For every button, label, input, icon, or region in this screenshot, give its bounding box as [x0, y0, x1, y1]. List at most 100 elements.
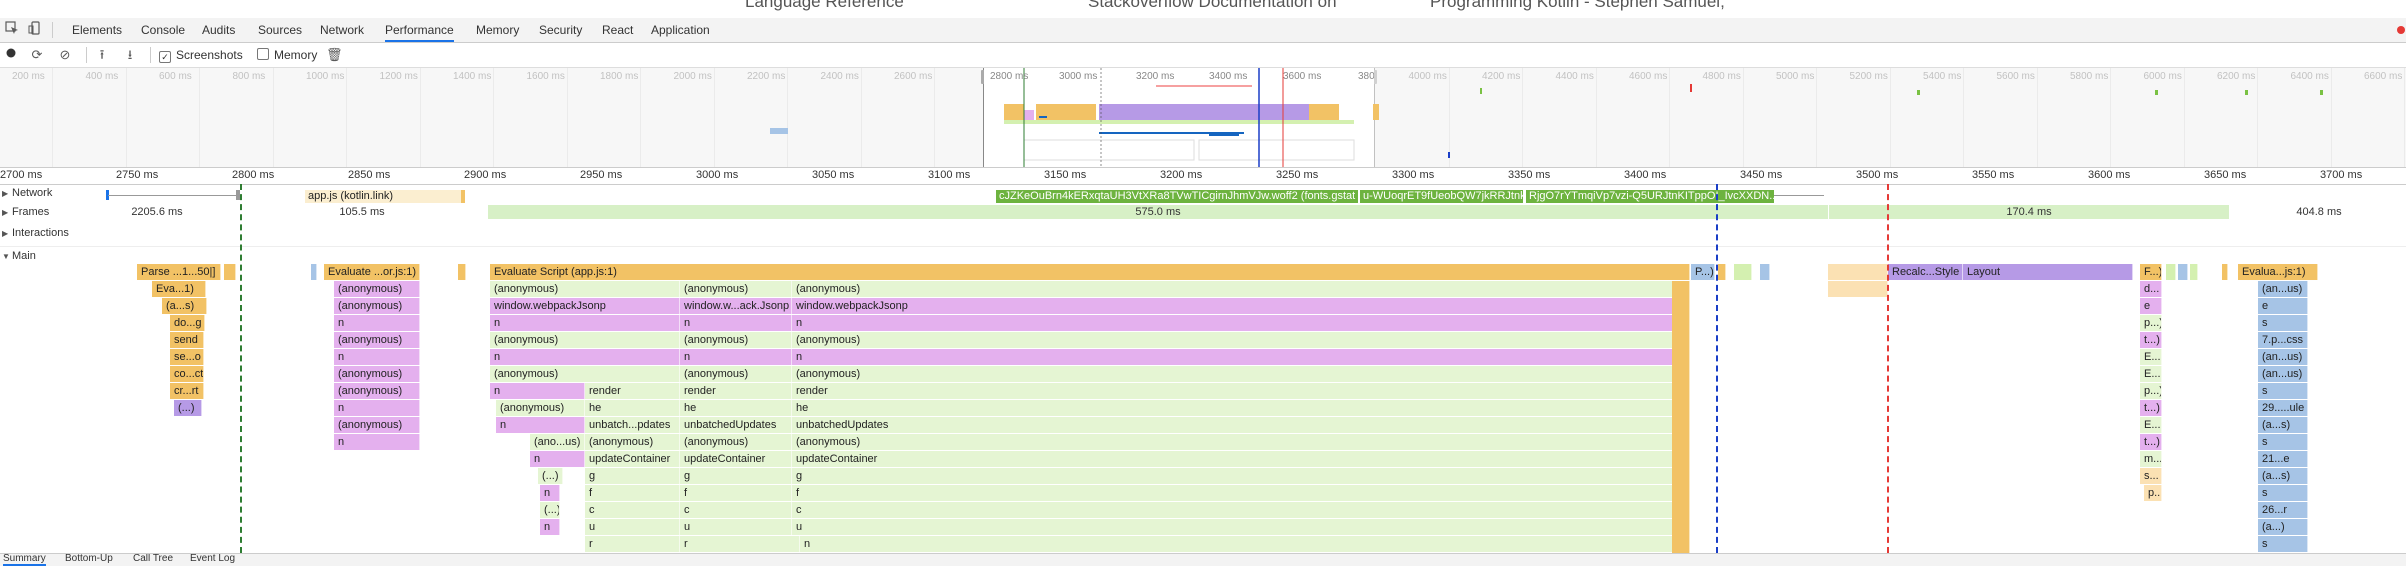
network-request[interactable]	[236, 190, 240, 200]
flame-block[interactable]	[1734, 264, 1752, 280]
flame-block[interactable]: (anonymous)	[334, 366, 420, 382]
flame-block[interactable]: c	[680, 502, 792, 518]
flame-block[interactable]: (anonymous)	[792, 366, 1690, 382]
flame-block[interactable]: (anonymous)	[680, 434, 792, 450]
flame-block[interactable]	[1760, 264, 1770, 280]
screenshots-checkbox[interactable]: ✓ Screenshots	[159, 43, 243, 67]
flame-block[interactable]: r	[585, 536, 680, 552]
flame-block[interactable]: updateContainer	[585, 451, 680, 467]
network-request[interactable]	[106, 190, 109, 200]
interactions-track-header[interactable]: ▶ Interactions	[2, 227, 69, 239]
flame-block[interactable]: c	[585, 502, 680, 518]
flame-block[interactable]: (a...s)	[2258, 468, 2308, 484]
flame-block[interactable]: f	[680, 485, 792, 501]
flame-chart[interactable]: Parse ...1...50|] Eva...1) (a...s) do...…	[0, 264, 2406, 553]
reload-icon[interactable]: ⟳	[31, 47, 43, 62]
flame-block[interactable]: (a...s)	[2258, 417, 2308, 433]
flame-block[interactable]: E...	[2140, 366, 2162, 382]
flame-block[interactable]	[1718, 264, 1726, 280]
network-request-font[interactable]: RjgO7rYTmqiVp7vzi-Q5URJtnKITppOI_IvcXXDN…	[1526, 190, 1774, 203]
flame-block[interactable]: t...)	[2140, 400, 2162, 416]
flame-block[interactable]: s...	[2140, 468, 2162, 484]
flame-block[interactable]: n	[490, 315, 680, 331]
flame-block[interactable]: f	[585, 485, 680, 501]
selection-handle-left[interactable]	[981, 70, 986, 84]
flame-block[interactable]: Parse ...1...50|]	[137, 264, 221, 280]
flame-block[interactable]: updateContainer	[792, 451, 1690, 467]
flame-block[interactable]: (anonymous)	[490, 332, 680, 348]
flame-block[interactable]: u	[680, 519, 792, 535]
flame-block[interactable]	[1672, 281, 1690, 553]
flame-block[interactable]: s	[2258, 383, 2308, 399]
flame-block[interactable]: render	[680, 383, 792, 399]
frame-duration[interactable]: 2205.6 ms	[80, 205, 233, 219]
flame-block[interactable]: n	[490, 383, 585, 399]
memory-checkbox[interactable]: Memory	[257, 43, 317, 67]
flame-block[interactable]: g	[585, 468, 680, 484]
flame-block[interactable]: t...)	[2140, 332, 2162, 348]
flame-block[interactable]: d...	[2140, 281, 2162, 297]
flame-block[interactable]: (a...)	[2258, 519, 2308, 535]
tab-summary[interactable]: Summary	[3, 553, 46, 566]
flame-block[interactable]: (anonymous)	[334, 281, 420, 297]
network-request-font[interactable]: cJZKeOuBrn4kERxqtaUH3VtXRa8TVwTICgirnJhm…	[996, 190, 1358, 203]
flame-block[interactable]: render	[585, 383, 680, 399]
flame-block[interactable]: p...)	[2140, 315, 2162, 331]
inspect-icon[interactable]	[4, 21, 20, 37]
flame-block[interactable]: n	[530, 451, 585, 467]
flame-block[interactable]: window.w...ack.Jsonp	[680, 298, 792, 314]
tab-network[interactable]: Network	[320, 23, 365, 37]
tab-event-log[interactable]: Event Log	[190, 553, 236, 564]
flame-block[interactable]: (a...s)	[162, 298, 207, 314]
flame-block[interactable]: (anonymous)	[334, 383, 420, 399]
flame-block[interactable]: (anonymous)	[334, 332, 420, 348]
main-track-header[interactable]: ▼ Main	[2, 250, 36, 262]
garbage-collect-icon[interactable]: 🗑	[326, 47, 343, 62]
tab-memory[interactable]: Memory	[476, 23, 520, 37]
tab-audits[interactable]: Audits	[202, 23, 236, 37]
flame-block[interactable]: m...	[2140, 451, 2162, 467]
flame-block[interactable]: (ano...us)	[530, 434, 585, 450]
flame-block[interactable]: unbatchedUpdates	[680, 417, 792, 433]
flame-block[interactable]: n	[540, 519, 560, 535]
flame-block[interactable]: render	[792, 383, 1690, 399]
flame-block[interactable]	[458, 264, 466, 280]
frames-track[interactable]: ▶ Frames	[0, 203, 2406, 223]
flame-block[interactable]: window.webpackJsonp	[490, 298, 680, 314]
flame-block[interactable]: Evalua...js:1)	[2238, 264, 2318, 280]
tab-call-tree[interactable]: Call Tree	[133, 553, 174, 564]
flame-block[interactable]: n	[334, 315, 420, 331]
download-icon[interactable]: ⭳	[127, 47, 133, 62]
flame-block[interactable]: send	[170, 332, 204, 348]
flame-block[interactable]: g	[792, 468, 1690, 484]
flame-block[interactable]: (an...us)	[2258, 349, 2308, 365]
clear-icon[interactable]: ⊘	[59, 47, 71, 62]
tab-react[interactable]: React	[602, 23, 634, 37]
flame-block[interactable]: he	[680, 400, 792, 416]
flame-block-layout[interactable]: Layout	[1963, 264, 2133, 280]
flame-block[interactable]: co...ct	[170, 366, 204, 382]
flame-block[interactable]: f	[792, 485, 1690, 501]
flame-block[interactable]: 29.....ule	[2258, 400, 2308, 416]
flame-block[interactable]: p...)	[2140, 383, 2162, 399]
tab-elements[interactable]: Elements	[72, 23, 123, 37]
tab-bottom-up[interactable]: Bottom-Up	[65, 553, 113, 564]
flame-block[interactable]: Evaluate ...or.js:1)	[324, 264, 420, 280]
flame-block[interactable]: E...r	[2140, 417, 2162, 433]
flame-block[interactable]: unbatchedUpdates	[792, 417, 1690, 433]
network-track[interactable]: ▶ Network app.js (kotlin.link) cJZKeOuBrn…	[0, 184, 2406, 203]
flame-block[interactable]: s	[2258, 536, 2308, 552]
network-track-header[interactable]: ▶ Network	[2, 187, 52, 199]
flame-block[interactable]: n	[496, 417, 585, 433]
flame-block[interactable]	[311, 264, 317, 280]
overview-selection-window[interactable]: 2800 ms 3000 ms 3200 ms 3400 ms 3600 ms …	[981, 68, 1377, 167]
flame-block[interactable]: (an...us)	[2258, 281, 2308, 297]
flame-block[interactable]: t...)	[2140, 434, 2162, 450]
flame-block[interactable]: (anonymous)	[792, 332, 1690, 348]
flame-block[interactable]: n	[334, 349, 420, 365]
frame-duration[interactable]: 105.5 ms	[234, 205, 489, 219]
flame-block[interactable]: P...)	[1691, 264, 1715, 280]
frame-duration[interactable]: 170.4 ms	[1828, 205, 2229, 219]
flame-block[interactable]: (...)	[540, 502, 560, 518]
flame-block[interactable]: n	[680, 315, 792, 331]
